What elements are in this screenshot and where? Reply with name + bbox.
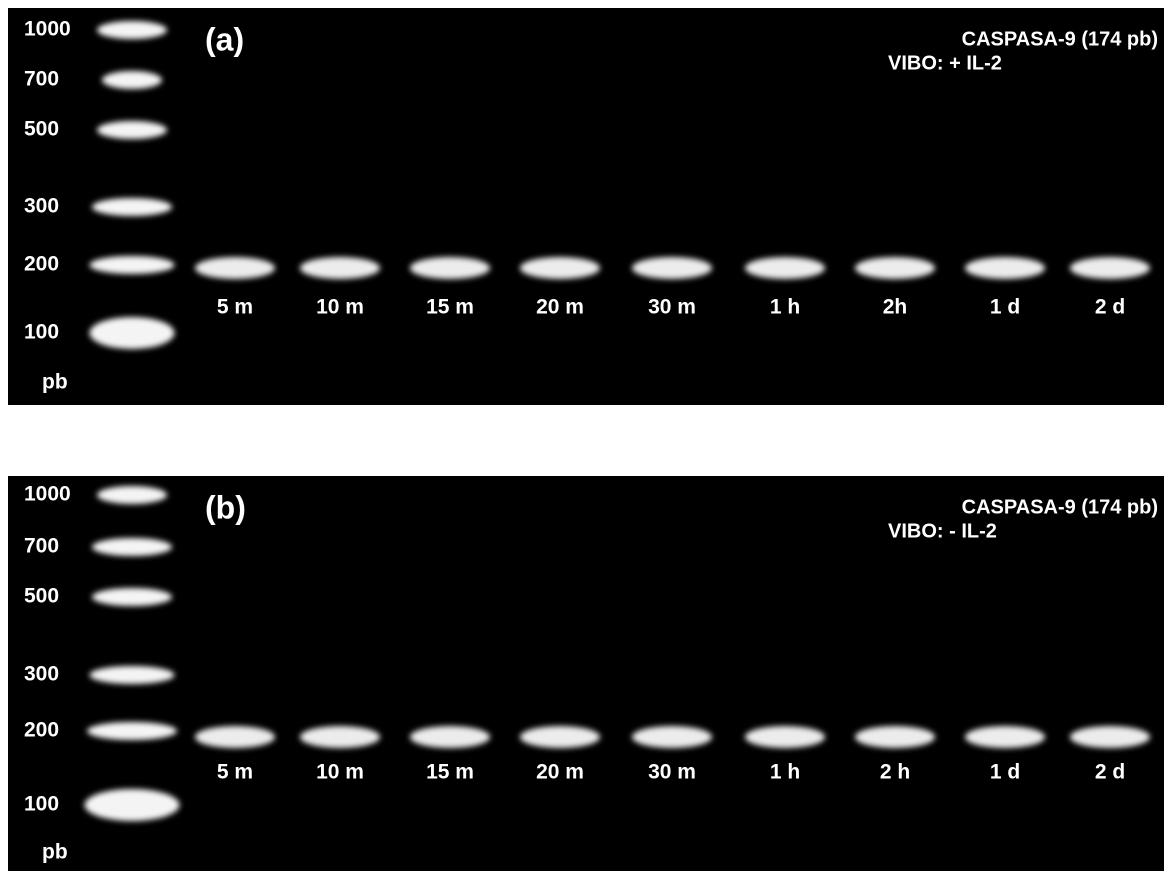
lane-label: 5 m — [217, 296, 253, 319]
lane-label: 15 m — [426, 761, 474, 784]
ladder-label: 300 — [24, 663, 59, 686]
sample-band — [195, 257, 275, 279]
ladder-label: 700 — [24, 68, 59, 91]
lane-label: 30 m — [648, 761, 696, 784]
lane-label: 1 d — [990, 296, 1020, 319]
unit-label: pb — [42, 371, 68, 394]
sample-band — [632, 726, 712, 748]
gel-background — [8, 8, 1164, 405]
ladder-label: 700 — [24, 535, 59, 558]
ladder-band — [92, 588, 172, 606]
sample-band — [1070, 726, 1150, 748]
ladder-label: 100 — [24, 793, 59, 816]
ladder-band — [89, 666, 175, 684]
ladder-band — [97, 486, 167, 504]
sample-band — [745, 726, 825, 748]
gene-title: CASPASA-9 (174 pb) — [962, 28, 1158, 50]
lane-label: 10 m — [316, 761, 364, 784]
lane-label: 10 m — [316, 296, 364, 319]
ladder-label: 1000 — [24, 483, 71, 506]
lane-label: 1 h — [770, 761, 800, 784]
sample-band — [1070, 257, 1150, 279]
sample-band — [965, 726, 1045, 748]
condition-label: VIBO: - IL-2 — [888, 520, 997, 542]
panel-label: (b) — [205, 489, 246, 525]
ladder-band — [92, 198, 172, 216]
sample-band — [410, 726, 490, 748]
sample-band — [195, 726, 275, 748]
ladder-label: 200 — [24, 719, 59, 742]
ladder-band — [89, 317, 175, 349]
lane-label: 2 d — [1095, 296, 1125, 319]
ladder-label: 300 — [24, 195, 59, 218]
lane-label: 20 m — [536, 296, 584, 319]
lane-label: 2 d — [1095, 761, 1125, 784]
condition-label: VIBO: + IL-2 — [888, 52, 1002, 74]
lane-label: 1 d — [990, 761, 1020, 784]
sample-band — [410, 257, 490, 279]
lane-label: 15 m — [426, 296, 474, 319]
lane-label: 2h — [883, 296, 908, 319]
sample-band — [300, 257, 380, 279]
lane-label: 20 m — [536, 761, 584, 784]
gel-background — [8, 476, 1164, 871]
ladder-band — [97, 121, 167, 139]
lane-label: 5 m — [217, 761, 253, 784]
ladder-band — [92, 538, 172, 556]
sample-band — [855, 726, 935, 748]
sample-band — [745, 257, 825, 279]
lane-label: 2 h — [880, 761, 910, 784]
gene-title: CASPASA-9 (174 pb) — [962, 496, 1158, 518]
ladder-label: 200 — [24, 253, 59, 276]
sample-band — [520, 726, 600, 748]
panel-label: (a) — [205, 21, 244, 57]
sample-band — [632, 257, 712, 279]
gel-panel: 1000 700 500 300 200 100 pb (b) CASPASA-9 (174 p… — [8, 476, 1164, 871]
sample-band — [855, 257, 935, 279]
ladder-label: 500 — [24, 118, 59, 141]
lane-label: 1 h — [770, 296, 800, 319]
ladder-band — [87, 722, 177, 740]
sample-band — [300, 726, 380, 748]
gel-panel: 1000 700 500 300 200 100 pb (a) CASPASA-9 (174 p… — [8, 8, 1164, 405]
unit-label: pb — [42, 841, 68, 864]
ladder-label: 1000 — [24, 18, 71, 41]
ladder-band — [102, 71, 162, 89]
ladder-label: 100 — [24, 321, 59, 344]
ladder-band — [89, 256, 175, 274]
ladder-label: 500 — [24, 585, 59, 608]
sample-band — [965, 257, 1045, 279]
lane-label: 30 m — [648, 296, 696, 319]
sample-band — [520, 257, 600, 279]
ladder-band — [97, 21, 167, 39]
ladder-band — [84, 789, 180, 821]
